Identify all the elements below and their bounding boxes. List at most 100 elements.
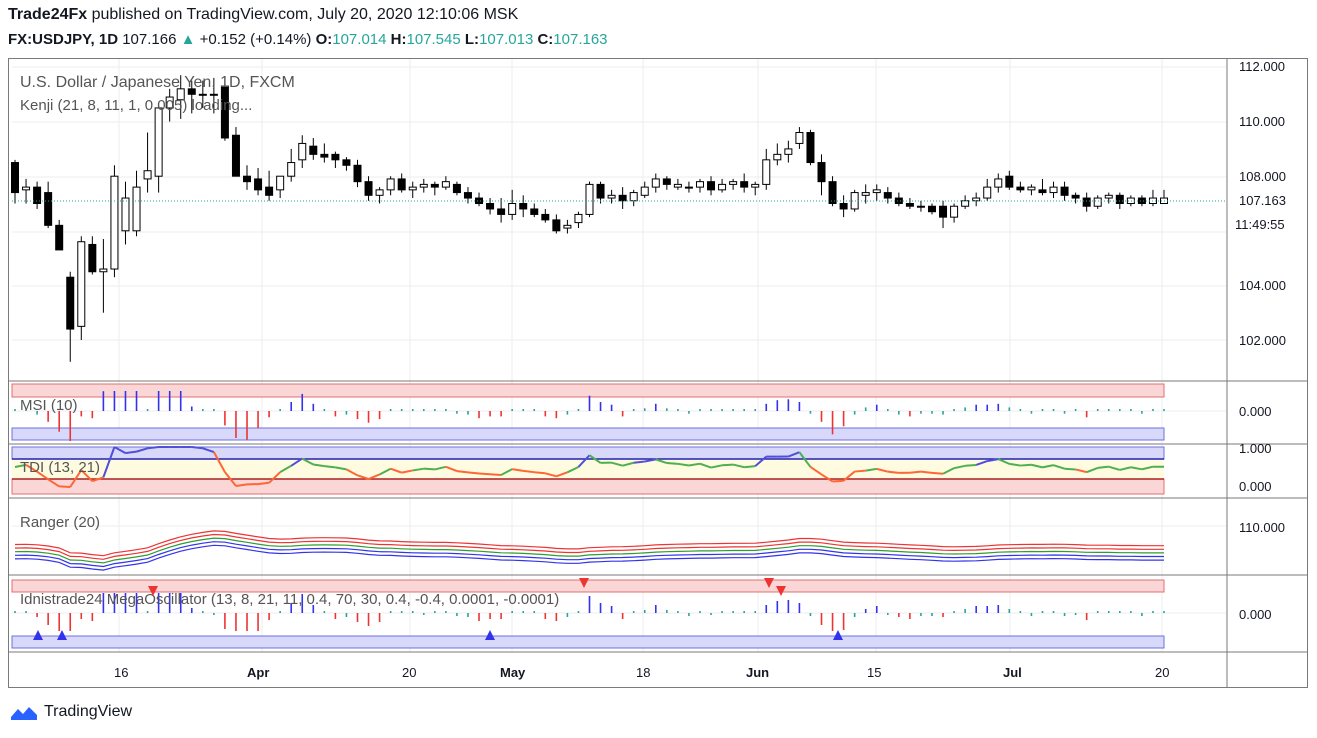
candle bbox=[276, 175, 285, 199]
chart-frame[interactable] bbox=[8, 58, 1308, 688]
candle bbox=[762, 148, 771, 190]
candle bbox=[452, 181, 461, 196]
candle bbox=[486, 198, 495, 215]
tdi-segment bbox=[865, 467, 877, 472]
mega-bar bbox=[1008, 609, 1011, 613]
tdi-segment bbox=[191, 446, 203, 450]
msi-bar bbox=[14, 409, 16, 411]
mega-bar bbox=[1019, 611, 1022, 613]
mega-bar bbox=[997, 605, 1000, 613]
mega-bands bbox=[11, 579, 1165, 649]
msi-bar bbox=[544, 411, 547, 417]
panel-separators bbox=[9, 58, 1307, 688]
tdi-segment bbox=[1141, 465, 1154, 471]
candle bbox=[684, 181, 693, 193]
mega-bar bbox=[1152, 611, 1154, 613]
mega-bar bbox=[1141, 613, 1143, 616]
tdi-segment bbox=[633, 460, 645, 464]
time-tick-jul: Jul bbox=[1003, 665, 1022, 680]
tdi-segment bbox=[1064, 467, 1076, 471]
msi-title: MSI (10) bbox=[20, 397, 78, 414]
publisher-name[interactable]: Trade24Fx bbox=[8, 6, 88, 23]
msi-bar bbox=[931, 411, 933, 414]
up-marker-icon bbox=[833, 630, 843, 640]
mega-bar bbox=[864, 609, 867, 613]
tdi-segment bbox=[1053, 464, 1065, 470]
candle bbox=[994, 173, 1003, 193]
mega-bar bbox=[102, 593, 105, 613]
msi-bar bbox=[920, 411, 922, 414]
tdi-segment bbox=[279, 464, 292, 474]
tdi-segment bbox=[102, 446, 116, 478]
msi-bar bbox=[36, 411, 38, 415]
publish-info: Trade24Fx published on TradingView.com, … bbox=[8, 6, 518, 24]
tradingview-logo-icon[interactable] bbox=[10, 703, 38, 721]
msi-bar bbox=[80, 411, 83, 417]
mega-bar bbox=[875, 606, 878, 613]
candle bbox=[707, 176, 716, 196]
candle bbox=[585, 181, 594, 218]
candle bbox=[916, 200, 925, 212]
candle bbox=[508, 189, 517, 220]
ranger-lines bbox=[14, 530, 1164, 571]
tdi-segment bbox=[335, 466, 347, 471]
tdi-segment bbox=[588, 454, 602, 464]
msi-bar bbox=[489, 411, 491, 417]
msi-bar bbox=[246, 411, 248, 440]
candle bbox=[640, 181, 649, 199]
tdi-segment bbox=[313, 463, 325, 468]
mega-bar bbox=[378, 613, 381, 622]
msi-bar bbox=[334, 411, 337, 417]
candle bbox=[1093, 195, 1102, 209]
msi-bar bbox=[1030, 411, 1033, 414]
candle bbox=[475, 192, 484, 207]
msi-bar bbox=[467, 411, 469, 415]
tdi-segment bbox=[412, 467, 424, 472]
mega-bar bbox=[279, 611, 281, 613]
candles bbox=[11, 75, 1168, 362]
tdi-title: TDI (13, 21) bbox=[20, 459, 100, 476]
tdi-segment bbox=[754, 455, 767, 467]
msi-bar bbox=[997, 403, 1000, 411]
mega-markers bbox=[33, 578, 843, 640]
candle bbox=[408, 181, 417, 199]
tdi-segment bbox=[577, 454, 591, 468]
price-tick-110: 110.000 bbox=[1239, 114, 1285, 129]
mega-bar bbox=[654, 605, 657, 613]
tdi-segment bbox=[545, 472, 557, 478]
candle bbox=[187, 80, 196, 114]
mega-bar bbox=[920, 613, 922, 616]
candle bbox=[519, 195, 528, 218]
tdi-line bbox=[14, 446, 1165, 488]
mega-bar bbox=[456, 613, 458, 616]
tdi-segment bbox=[512, 468, 524, 472]
tdi-segment bbox=[854, 469, 866, 473]
candle bbox=[729, 178, 738, 190]
msi-bar bbox=[787, 399, 790, 411]
tdi-segment bbox=[611, 461, 623, 467]
candle bbox=[773, 143, 782, 166]
ranger-title: Ranger (20) bbox=[20, 514, 100, 531]
msi-bar bbox=[1152, 409, 1154, 411]
msi-bar bbox=[157, 391, 160, 411]
msi-bar bbox=[135, 391, 138, 411]
mega-bar bbox=[202, 611, 204, 613]
msi-bar bbox=[964, 407, 966, 411]
close-value: 107.163 bbox=[553, 31, 608, 48]
mega-bar bbox=[489, 613, 491, 619]
mega-bar bbox=[257, 613, 259, 631]
msi-bar bbox=[1074, 409, 1077, 411]
mega-bar bbox=[964, 609, 966, 613]
mega-bar bbox=[400, 611, 403, 613]
tradingview-brand[interactable]: TradingView bbox=[44, 703, 133, 720]
candle bbox=[552, 214, 561, 234]
candle bbox=[861, 184, 870, 204]
candle bbox=[243, 165, 252, 190]
candle bbox=[1148, 189, 1157, 207]
msi-bar bbox=[721, 409, 723, 411]
tdi-segment bbox=[997, 458, 1010, 465]
candle bbox=[939, 200, 948, 229]
mega-axis-tick: 0.000 bbox=[1239, 607, 1272, 622]
msi-bar bbox=[411, 409, 414, 411]
